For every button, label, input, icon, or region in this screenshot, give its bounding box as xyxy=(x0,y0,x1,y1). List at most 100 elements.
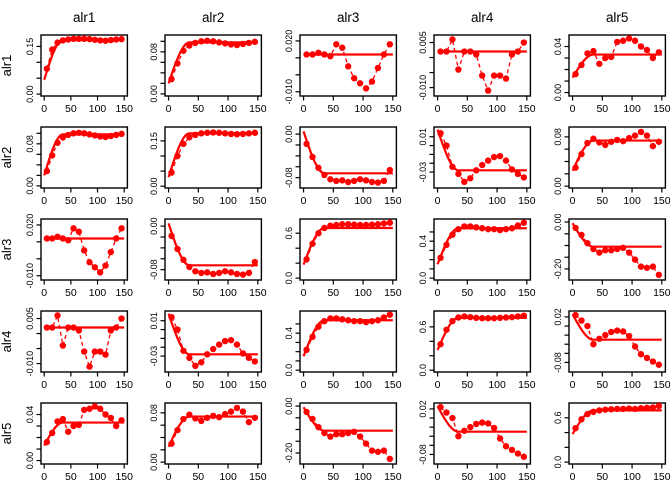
x-axis: 0 50 100 150 xyxy=(300,371,402,391)
x-tick-label: 100 xyxy=(623,288,641,299)
x-tick-label: 50 xyxy=(596,380,608,391)
y-tick-label: 0.02 xyxy=(553,308,563,326)
x-tick-label: 0 xyxy=(569,196,575,207)
plot-box xyxy=(433,402,532,465)
x-tick-label: 0 xyxy=(300,288,306,299)
x-tick-label: 50 xyxy=(193,104,205,115)
model-line xyxy=(436,405,527,433)
x-tick-label: 0 xyxy=(569,288,575,299)
x-axis: 0 50 100 150 xyxy=(569,95,671,115)
plot-box xyxy=(40,34,129,97)
x-tick-label: 100 xyxy=(354,288,372,299)
column-titles: alr1 alr2 alr3 alr4 alr5 xyxy=(0,0,672,30)
x-tick-label: 0 xyxy=(166,104,172,115)
x-tick-label: 100 xyxy=(89,104,107,115)
x-tick-label: 50 xyxy=(462,380,474,391)
x-tick-label: 150 xyxy=(653,104,671,115)
y-tick-label: 0.08 xyxy=(553,128,563,146)
plot-box xyxy=(40,402,129,465)
x-axis: 0 50 100 150 xyxy=(166,371,267,391)
x-tick-label: 0 xyxy=(300,104,306,115)
x-tick-label: 50 xyxy=(596,288,608,299)
column-title-alr1: alr1 xyxy=(73,10,96,25)
x-tick-label: 100 xyxy=(354,104,372,115)
x-tick-label: 50 xyxy=(193,288,205,299)
y-axis: -0.010 0.020 xyxy=(284,30,300,105)
y-tick-label: -0.010 xyxy=(284,79,294,104)
x-axis: 0 50 100 150 xyxy=(435,279,536,299)
y-axis: 0.0 0.6 xyxy=(553,412,569,469)
x-tick-label: 0 xyxy=(41,288,47,299)
x-tick-label: 100 xyxy=(89,196,107,207)
plot-box xyxy=(164,310,263,373)
x-tick-label: 50 xyxy=(327,104,339,115)
column-title-alr5: alr5 xyxy=(606,10,629,25)
x-tick-label: 150 xyxy=(384,472,402,480)
panel-alr4-alr4: 0.0 0.6 0 50 100 150 xyxy=(403,306,537,398)
y-axis: -0.20 0.00 xyxy=(284,397,300,463)
x-axis: 0 50 100 150 xyxy=(569,463,670,480)
row-label-alr2: alr2 xyxy=(0,147,14,169)
x-axis: 0 50 100 150 xyxy=(41,463,133,480)
y-axis: 0.00 0.15 xyxy=(25,38,41,103)
x-tick-label: 100 xyxy=(220,288,238,299)
y-tick-label: -0.08 xyxy=(553,352,563,372)
y-axis: 0.00 0.08 xyxy=(25,132,41,195)
x-tick-label: 50 xyxy=(193,196,205,207)
data-points xyxy=(571,224,662,279)
y-tick-label: 0.08 xyxy=(25,135,35,153)
x-tick-label: 100 xyxy=(220,196,238,207)
panel-row-alr4: -0.010 0.005 0 50 100 150 alr4 -0.03 0.01 0 50 100 1… xyxy=(0,306,672,398)
panel-grid: 0.00 0.15 0 50 100 150 alr1 0.00 0.08 0 50 100 150 -0… xyxy=(0,30,672,480)
y-tick-label: 0.0 xyxy=(553,456,563,469)
plot-box xyxy=(164,402,263,465)
plot-box xyxy=(433,34,532,97)
x-axis: 0 50 100 150 xyxy=(435,95,536,115)
data-points xyxy=(437,312,528,348)
x-tick-label: 100 xyxy=(488,472,506,480)
x-axis: 0 50 100 150 xyxy=(300,279,402,299)
y-tick-label: 0.04 xyxy=(553,38,563,56)
x-axis: 0 50 100 150 xyxy=(569,187,670,207)
y-tick-label: 0.4 xyxy=(284,327,294,340)
plot-box xyxy=(40,310,129,373)
x-tick-label: 150 xyxy=(115,380,133,391)
y-tick-label: 0.00 xyxy=(25,85,35,103)
y-tick-label: 0.00 xyxy=(149,177,159,195)
plot-box xyxy=(567,34,666,97)
panel-alr3-alr1: -0.010 0.020 0 50 100 150 alr3 xyxy=(0,214,134,306)
data-points xyxy=(43,35,125,72)
y-axis: -0.03 0.01 xyxy=(149,312,166,366)
y-axis: 0.00 0.04 xyxy=(25,406,41,469)
x-tick-label: 100 xyxy=(220,380,238,391)
data-points xyxy=(43,312,125,370)
panel-alr3-alr5: -0.20 0.00 0 50 100 150 xyxy=(538,213,672,306)
y-axis: -0.010 0.005 xyxy=(418,31,435,100)
y-tick-label: 0.0 xyxy=(418,272,428,285)
y-tick-label: 0.02 xyxy=(418,400,428,418)
x-tick-label: 150 xyxy=(249,288,267,299)
x-tick-label: 100 xyxy=(354,196,372,207)
y-axis: 0.00 0.08 xyxy=(149,40,166,103)
x-tick-label: 0 xyxy=(166,380,172,391)
x-axis: 0 50 100 150 xyxy=(166,463,267,480)
panel-alr1-alr3: -0.010 0.020 0 50 100 150 xyxy=(269,30,403,122)
x-tick-label: 50 xyxy=(596,104,608,115)
x-tick-label: 0 xyxy=(41,196,47,207)
y-axis: 0.0 0.6 xyxy=(418,321,435,376)
row-label-alr3: alr3 xyxy=(0,239,14,261)
plot-box xyxy=(164,126,263,189)
x-tick-label: 50 xyxy=(327,288,339,299)
column-title-cell-alr5: alr5 xyxy=(538,0,672,30)
data-points xyxy=(303,41,393,92)
panel-row-alr3: -0.010 0.020 0 50 100 150 alr3 -0.08 0.00 0 50 100 1… xyxy=(0,213,672,306)
plot-box xyxy=(299,126,397,189)
x-tick-label: 100 xyxy=(220,104,238,115)
x-axis: 0 50 100 150 xyxy=(166,187,267,207)
x-tick-label: 0 xyxy=(435,104,441,115)
y-axis: 0.00 0.08 xyxy=(553,128,569,195)
x-axis: 0 50 100 150 xyxy=(41,279,133,299)
x-tick-label: 50 xyxy=(462,196,474,207)
data-points xyxy=(437,219,528,262)
panel-alr4-alr2: -0.03 0.01 0 50 100 150 xyxy=(134,306,268,398)
